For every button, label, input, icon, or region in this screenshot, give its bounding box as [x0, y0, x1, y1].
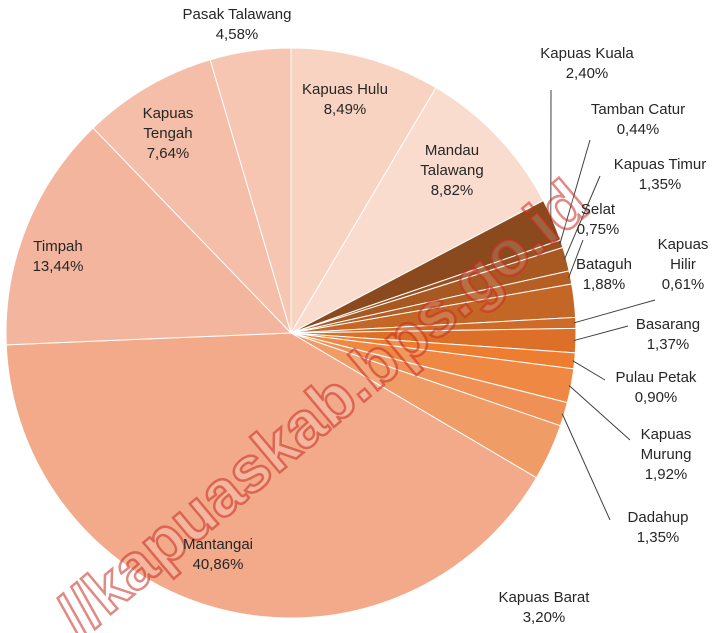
- slice-label: Basarang 1,37%: [623, 315, 713, 355]
- slice-name: Bataguh: [576, 256, 632, 273]
- slice-label: Timpah 13,44%: [13, 237, 103, 277]
- slice-label: Kapuas Hilir 0,61%: [648, 235, 718, 295]
- slice-label: Mantangai 40,86%: [158, 535, 278, 575]
- slice-name: Mantangai: [182, 536, 254, 553]
- slice-value: 3,20%: [522, 609, 566, 626]
- slice-label: Mandau Talawang 8,82%: [407, 141, 497, 201]
- slice-label: Kapuas Barat 3,20%: [484, 588, 604, 628]
- slice-value: 4,58%: [215, 26, 259, 43]
- slice-label: Kapuas Hulu 8,49%: [285, 80, 405, 120]
- slice-label: Tamban Catur 0,44%: [583, 100, 693, 140]
- slice-value: 0,90%: [634, 389, 678, 406]
- slice-name: Kapuas Tengah: [142, 105, 194, 142]
- slice-name: Timpah: [33, 238, 83, 255]
- slice-name: Kapuas Kuala: [540, 45, 634, 62]
- slice-name: Kapuas Hilir: [657, 236, 709, 273]
- slice-label: Bataguh 1,88%: [569, 255, 639, 295]
- slice-value: 0,75%: [576, 221, 620, 238]
- leader-line: [568, 385, 631, 441]
- slice-name: Pasak Talawang: [182, 6, 292, 23]
- leader-line: [573, 299, 656, 324]
- pie-slice: [289, 86, 545, 335]
- slice-name: Kapuas Barat: [498, 589, 590, 606]
- slice-label: Kapuas Timur 1,35%: [605, 155, 715, 195]
- pie-slice: [5, 127, 293, 346]
- slice-value: 2,40%: [565, 65, 609, 82]
- slice-value: 1,88%: [582, 276, 626, 293]
- slice-value: 0,61%: [661, 276, 705, 293]
- pie-slice: [5, 332, 538, 619]
- slice-label: Kapuas Tengah 7,64%: [128, 104, 208, 164]
- slice-label: Dadahup 1,35%: [618, 508, 698, 548]
- slice-value: 8,82%: [430, 182, 474, 199]
- slice-label: Kapuas Kuala 2,40%: [527, 44, 647, 84]
- slice-value: 1,35%: [638, 176, 682, 193]
- leader-line: [559, 139, 591, 245]
- slice-label: Pasak Talawang 4,58%: [167, 5, 307, 45]
- slice-value: 0,44%: [616, 121, 660, 138]
- slice-name: Dadahup: [627, 509, 689, 526]
- slice-name: Kapuas Timur: [613, 156, 707, 173]
- slice-value: 1,37%: [646, 336, 690, 353]
- slice-name: Selat: [580, 201, 616, 218]
- pie-slice: [290, 47, 437, 335]
- slice-name: Kapuas Hulu: [302, 81, 388, 98]
- leader-line: [563, 175, 601, 260]
- slice-value: 1,35%: [636, 529, 680, 546]
- pie-slice: [209, 47, 292, 334]
- slice-value: 8,49%: [323, 101, 367, 118]
- leader-line: [573, 325, 629, 342]
- slice-value: 40,86%: [192, 556, 244, 573]
- leader-line: [572, 360, 606, 381]
- slice-value: 7,64%: [146, 145, 190, 162]
- slice-value: 1,92%: [644, 466, 688, 483]
- leader-line: [568, 239, 584, 278]
- slice-name: Tamban Catur: [590, 101, 686, 118]
- slice-name: Basarang: [635, 316, 701, 333]
- slice-value: 13,44%: [32, 258, 84, 275]
- slice-label: Kapuas Murung 1,92%: [631, 425, 701, 485]
- slice-name: Mandau Talawang: [420, 142, 484, 179]
- slice-name: Pulau Petak: [615, 369, 697, 386]
- slice-name: Kapuas Murung: [640, 426, 692, 463]
- slice-label: Pulau Petak 0,90%: [601, 368, 711, 408]
- leader-line: [561, 413, 611, 521]
- pie-slice: [92, 59, 292, 334]
- slice-label: Selat 0,75%: [568, 200, 628, 240]
